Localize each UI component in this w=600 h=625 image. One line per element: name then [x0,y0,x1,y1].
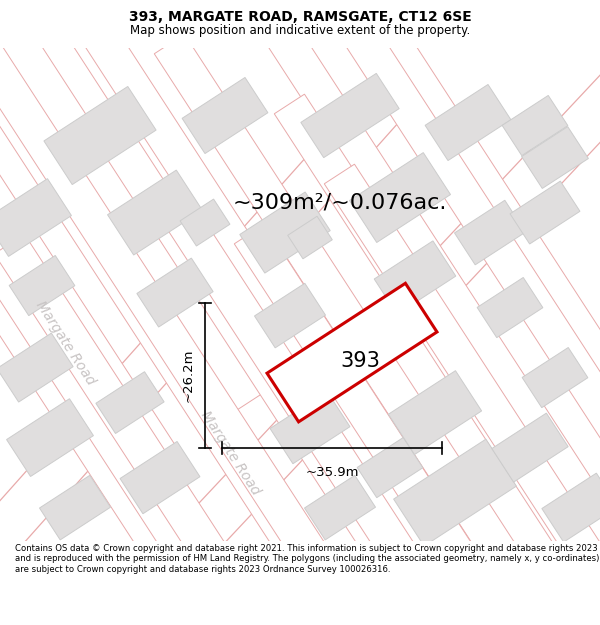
Polygon shape [84,104,496,625]
Polygon shape [270,391,350,464]
Polygon shape [234,224,600,625]
Polygon shape [0,34,376,625]
Polygon shape [40,476,110,540]
Text: Map shows position and indicative extent of the property.: Map shows position and indicative extent… [130,24,470,37]
Polygon shape [182,78,268,154]
Polygon shape [349,152,451,242]
Polygon shape [0,0,386,481]
Polygon shape [0,84,261,625]
Polygon shape [9,256,75,316]
Polygon shape [0,82,407,573]
Polygon shape [502,96,568,156]
Polygon shape [154,34,566,625]
Polygon shape [44,0,456,571]
Polygon shape [388,371,482,454]
Polygon shape [214,0,600,551]
Polygon shape [7,399,94,476]
Polygon shape [425,84,511,161]
Polygon shape [240,192,330,273]
Polygon shape [144,174,556,625]
Polygon shape [394,439,517,546]
Polygon shape [357,438,423,498]
Polygon shape [44,86,156,184]
Polygon shape [96,372,164,434]
Text: ~35.9m: ~35.9m [305,466,359,479]
Polygon shape [0,179,71,256]
Polygon shape [254,283,326,348]
Polygon shape [0,0,186,481]
Polygon shape [137,258,213,327]
Polygon shape [0,0,266,411]
Text: ~309m²/~0.076ac.: ~309m²/~0.076ac. [233,192,447,213]
Polygon shape [120,441,200,514]
Polygon shape [0,0,306,551]
Text: Margate Road: Margate Road [32,298,97,387]
Polygon shape [454,200,526,265]
Polygon shape [287,216,332,259]
Text: Contains OS data © Crown copyright and database right 2021. This information is : Contains OS data © Crown copyright and d… [15,544,599,574]
Polygon shape [274,94,600,625]
Polygon shape [542,473,600,542]
Polygon shape [324,164,600,625]
Polygon shape [510,181,580,244]
Polygon shape [304,476,376,540]
Polygon shape [522,348,588,408]
Polygon shape [374,241,456,314]
Polygon shape [267,283,437,422]
Polygon shape [492,413,568,482]
Polygon shape [301,73,399,158]
Polygon shape [477,278,543,338]
Polygon shape [0,333,73,402]
Polygon shape [180,199,230,246]
Polygon shape [274,0,600,481]
Polygon shape [521,127,589,189]
Polygon shape [0,164,336,625]
Polygon shape [0,234,406,625]
Polygon shape [344,24,600,625]
Polygon shape [153,72,600,583]
Text: Margate Road: Margate Road [197,408,262,498]
Polygon shape [107,170,202,255]
Text: 393, MARGATE ROAD, RAMSGATE, CT12 6SE: 393, MARGATE ROAD, RAMSGATE, CT12 6SE [128,11,472,24]
Text: 393: 393 [340,351,380,371]
Text: ~26.2m: ~26.2m [182,348,195,402]
